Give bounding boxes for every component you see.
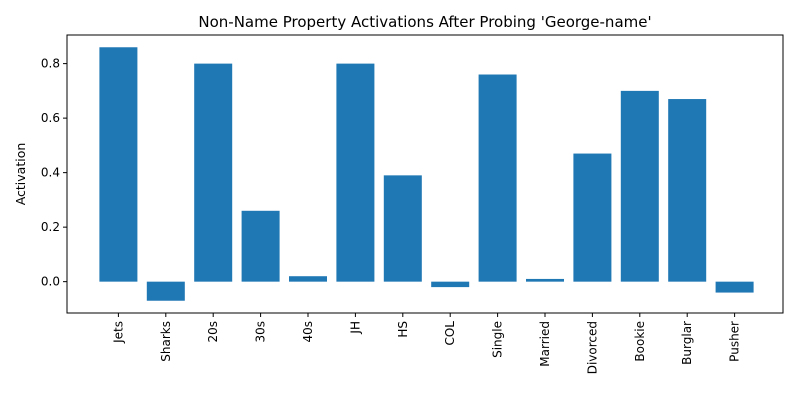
y-tick-label: 0.2	[41, 220, 60, 234]
x-tick-label: COL	[443, 321, 457, 346]
bar-divorced	[573, 153, 612, 282]
bar-sharks	[146, 281, 185, 301]
x-tick-label: 20s	[206, 321, 220, 343]
bars-group	[99, 47, 754, 301]
x-tick-label: Married	[538, 321, 552, 367]
y-tick-label: 0.8	[41, 57, 60, 71]
bar-col	[431, 281, 470, 288]
x-tick-label: Pusher	[728, 321, 742, 362]
bar-jets	[99, 47, 138, 282]
bar-20s	[194, 63, 233, 282]
x-tick-label: JH	[348, 321, 362, 335]
y-axis: 0.0 0.2 0.4 0.6 0.8	[41, 57, 67, 289]
chart-title: Non-Name Property Activations After Prob…	[198, 13, 651, 31]
x-tick-label: 30s	[254, 321, 268, 343]
plot-frame	[66, 34, 784, 314]
y-tick-label: 0.0	[41, 275, 60, 289]
bar-hs	[383, 175, 422, 282]
x-tick-label: Divorced	[585, 321, 599, 374]
x-axis: Jets Sharks 20s 30s 40s JH HS COL Single Married D…	[111, 313, 742, 374]
bar-pusher	[715, 281, 754, 293]
y-tick-label: 0.4	[41, 166, 60, 180]
bar-single	[478, 74, 517, 282]
x-tick-label: 40s	[301, 321, 315, 343]
bar-30s	[241, 210, 280, 282]
x-tick-label: Burglar	[680, 321, 694, 365]
x-tick-label: Jets	[111, 321, 125, 344]
x-tick-label: HS	[396, 321, 410, 338]
bar-jh	[336, 63, 375, 282]
bar-married	[526, 278, 564, 282]
bar-burglar	[668, 99, 707, 282]
bar-40s	[289, 276, 327, 282]
y-axis-label: Activation	[13, 143, 28, 206]
x-tick-label: Sharks	[159, 321, 173, 362]
bar-bookie	[620, 90, 659, 282]
x-tick-label: Single	[491, 321, 505, 358]
y-tick-label: 0.6	[41, 111, 60, 125]
x-tick-label: Bookie	[633, 321, 647, 362]
